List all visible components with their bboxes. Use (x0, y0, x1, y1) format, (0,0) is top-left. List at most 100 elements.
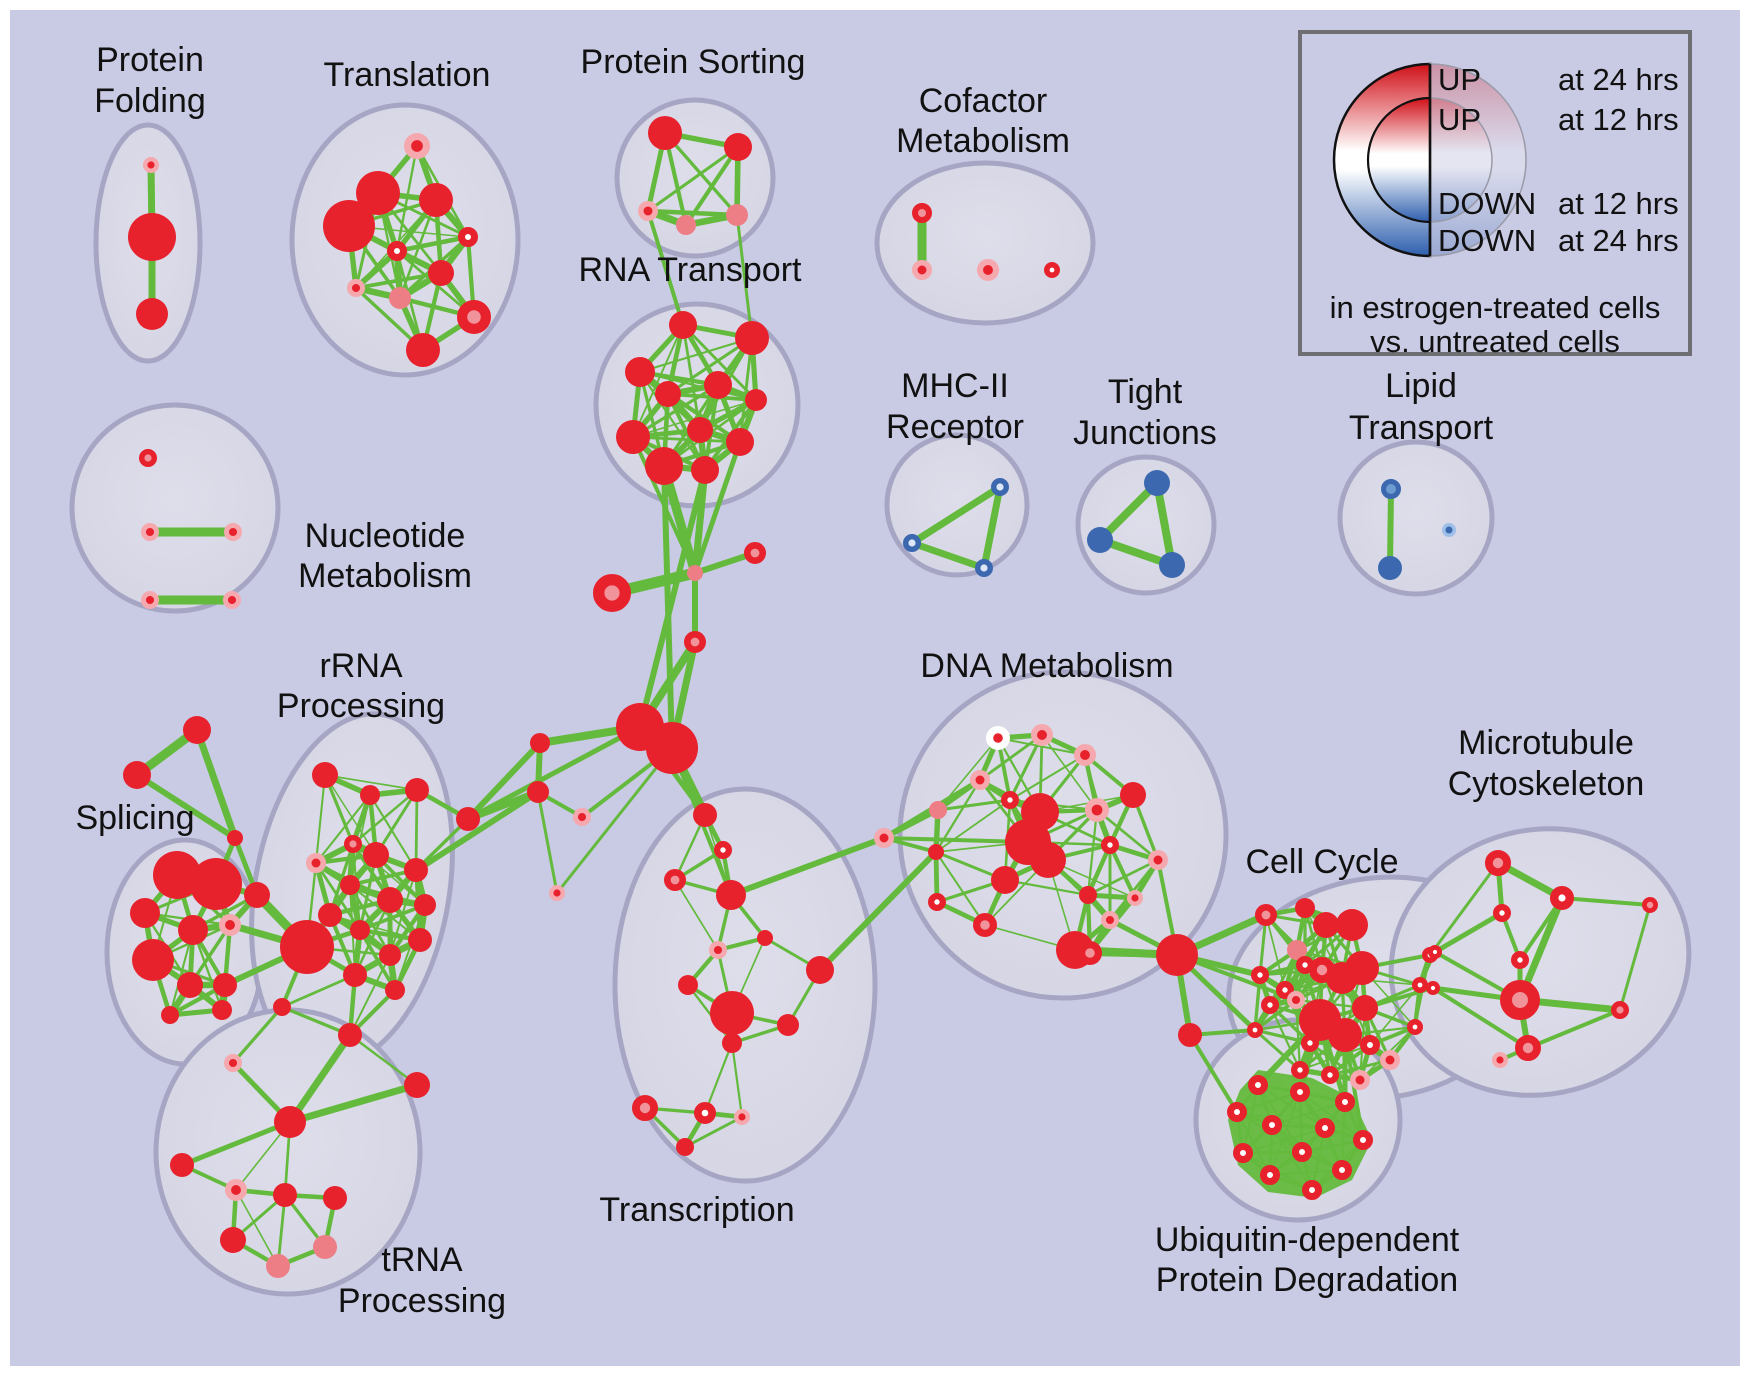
gene-node-ubiquitin-degradation (1335, 1092, 1355, 1112)
gene-node-ubiquitin-degradation (1227, 1102, 1247, 1122)
gene-node-rrna-processing (385, 980, 405, 1000)
cluster-label-lipid-transport: Lipid (1385, 367, 1457, 405)
gene-node-cell-cycle (1412, 976, 1429, 993)
legend-time-label-3: at 24 hrs (1558, 223, 1679, 258)
gene-node-trna-processing (170, 1153, 194, 1177)
cluster-label-cofactor-metabolism: Cofactor (919, 82, 1048, 120)
gene-node-rrna-processing (363, 842, 389, 868)
gene-node-protein-folding (136, 298, 168, 330)
cluster-label-rrna-processing: rRNA (319, 647, 402, 685)
cluster-label-rna-transport: RNA Transport (579, 251, 803, 289)
gene-node-rrna-processing (280, 920, 334, 974)
gene-node-cell-cycle (1247, 1022, 1264, 1039)
gene-node-dna-metabolism (1030, 842, 1066, 878)
gene-node-trna-processing (323, 1186, 347, 1210)
gene-node-cell-cycle (1321, 1066, 1340, 1085)
cluster-label-tight-junctions: Junctions (1073, 414, 1217, 452)
gene-node-transcription (676, 1138, 694, 1156)
gene-node-rrna-processing (338, 1023, 362, 1047)
gene-node-cell-cycle (1407, 1018, 1424, 1035)
interaction-edge (414, 788, 419, 872)
interaction-edge (1175, 953, 1298, 1002)
interaction-edge (1008, 753, 1087, 802)
gene-node-transcription (722, 1033, 742, 1053)
gene-node-translation (404, 132, 431, 159)
legend-box (1298, 30, 1692, 356)
gene-node-rna-transport (735, 321, 769, 355)
interaction-edge (683, 1115, 744, 1149)
interaction-edge (1265, 914, 1286, 991)
interaction-edge (324, 774, 418, 791)
gene-node-ubiquitin-degradation (1262, 1115, 1282, 1135)
interaction-edge (935, 799, 1011, 853)
gene-node-rna-transport (669, 311, 697, 339)
interaction-edge (286, 1031, 354, 1126)
cluster-label-cell-cycle: Cell Cycle (1245, 843, 1398, 881)
interaction-edge (1242, 1127, 1326, 1154)
gene-node-nucleotide-metabolism (141, 590, 160, 609)
gene-node-connector (1178, 1023, 1202, 1047)
gene-node-microtubule-cytoskeleton (1491, 1051, 1508, 1068)
gene-node-connector (874, 828, 894, 848)
cluster-label-protein-sorting: Protein Sorting (581, 43, 806, 81)
gene-node-splicing (213, 973, 237, 997)
gene-node-microtubule-cytoskeleton (1493, 904, 1512, 923)
gene-node-cell-cycle (1380, 1050, 1400, 1070)
interaction-edge (1086, 808, 1099, 897)
gene-node-translation (457, 300, 492, 335)
gene-node-microtubule-cytoskeleton (1549, 886, 1574, 911)
interaction-edge (231, 1005, 284, 1065)
interaction-edge (1299, 1044, 1371, 1071)
gene-node-splicing (177, 972, 203, 998)
interaction-edge (1236, 1111, 1326, 1129)
gene-node-transcription (734, 1108, 751, 1125)
gene-node-ubiquitin-degradation (1233, 1143, 1253, 1163)
cluster-label-ubiquitin-degradation: Protein Degradation (1156, 1261, 1458, 1299)
interaction-edge (936, 798, 1012, 812)
interaction-edge (134, 772, 238, 841)
gene-node-cofactor-metabolism (912, 203, 932, 223)
legend-caption: in estrogen-treated cells (1330, 290, 1661, 325)
gene-node-connector (530, 733, 550, 753)
gene-node-bridge (1425, 981, 1440, 996)
gene-node-dna-metabolism (1100, 910, 1119, 929)
gene-node-connector (743, 541, 766, 564)
gene-node-trna-processing (266, 1254, 290, 1278)
gene-node-dna-metabolism (928, 893, 947, 912)
gene-node-rna-transport (726, 428, 754, 456)
gene-node-microtubule-cytoskeleton (1642, 897, 1659, 914)
interaction-edge (1241, 1083, 1260, 1155)
gene-node-dna-metabolism (1101, 836, 1120, 855)
interaction-edge (738, 336, 754, 444)
gene-node-ubiquitin-degradation (1315, 1118, 1335, 1138)
gene-node-rrna-processing (273, 998, 291, 1016)
interaction-edge (465, 724, 643, 822)
gene-node-mhc-ii-receptor (975, 559, 994, 578)
gene-node-protein-sorting (676, 215, 696, 235)
interaction-edge (193, 726, 239, 842)
gene-node-dna-metabolism (970, 770, 990, 790)
gene-node-cell-cycle (1336, 909, 1368, 941)
interaction-edge (286, 1081, 421, 1126)
cluster-label-ubiquitin-degradation: Ubiquitin-dependent (1155, 1221, 1460, 1259)
gene-node-mhc-ii-receptor (903, 534, 922, 553)
interaction-edge (324, 774, 377, 856)
cluster-label-dna-metabolism: DNA Metabolism (920, 647, 1173, 685)
interaction-edge (368, 793, 418, 872)
interaction-edge (1257, 1084, 1326, 1129)
interaction-edge (1428, 861, 1500, 957)
gene-node-rna-transport (687, 417, 713, 443)
gene-node-cell-cycle (1287, 940, 1307, 960)
interaction-edge (1257, 1084, 1303, 1153)
gene-node-tight-junctions (1144, 470, 1170, 496)
interaction-edge (235, 1189, 279, 1267)
gene-node-transcription (710, 991, 754, 1035)
interaction-edge (674, 879, 719, 951)
cluster-label-protein-folding: Protein (96, 41, 204, 79)
interaction-edge (908, 483, 1004, 547)
interaction-edge (637, 467, 708, 730)
gene-node-dna-metabolism (991, 866, 1019, 894)
gene-node-microtubule-cytoskeleton (1511, 951, 1530, 970)
gene-node-transcription (693, 803, 717, 827)
